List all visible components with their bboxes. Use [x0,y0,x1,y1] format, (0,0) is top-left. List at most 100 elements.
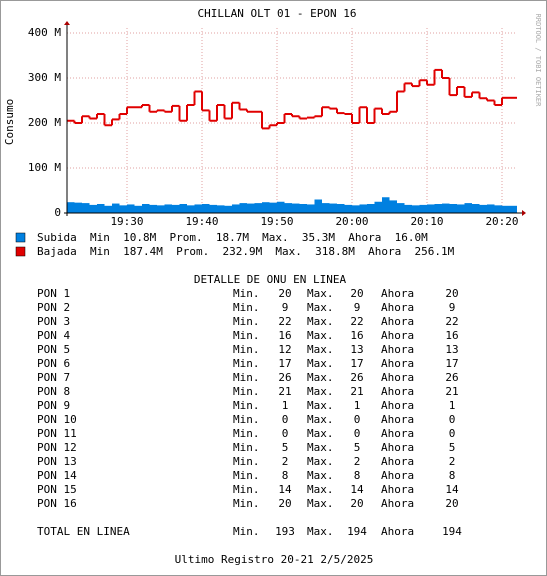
cell-value: 22 [278,315,291,328]
row-name: PON 1 [37,287,70,300]
column-label: Ahora [381,315,414,328]
area-bar [382,197,390,213]
area-bar [254,203,262,213]
cell-value: 0 [282,413,289,426]
area-bar [232,204,240,213]
legend-label: Subida [37,231,77,244]
column-label: Ahora [381,287,414,300]
y-tick-label: 300 M [28,71,61,84]
column-label: Min. [233,357,260,370]
column-label: Ahora [381,399,414,412]
column-label: Max. [307,385,334,398]
legend-label: Bajada [37,245,77,258]
area-bar [119,205,127,213]
area-bar [472,204,480,213]
x-tick-label: 20:10 [410,215,443,228]
row-name: PON 10 [37,413,77,426]
cell-value: 2 [354,455,361,468]
column-label: Max. [307,469,334,482]
area-bar [67,202,75,213]
area-bar [344,204,352,213]
column-label: Ahora [381,413,414,426]
legend-stats: Min 187.4M Prom. 232.9M Max. 318.8M Ahor… [90,245,455,258]
column-label: Min. [233,385,260,398]
x-tick-label: 19:50 [260,215,293,228]
area-bar [239,203,247,213]
column-label: Max. [307,371,334,384]
cell-value: 13 [445,343,458,356]
area-bar [179,204,187,213]
column-label: Min. [233,497,260,510]
column-label: Min. [233,301,260,314]
column-label: Max. [307,497,334,510]
area-bar [367,204,375,213]
cell-value: 16 [350,329,363,342]
cell-value: 5 [282,441,289,454]
x-tick-label: 20:20 [485,215,518,228]
cell-value: 9 [449,301,456,314]
cell-value: 1 [449,399,456,412]
cell-value: 12 [278,343,291,356]
column-label: Min. [233,469,260,482]
column-label: Min. [233,427,260,440]
area-bar [194,204,202,213]
y-tick-label: 200 M [28,116,61,129]
column-label: Ahora [381,301,414,314]
column-label: Max. [307,413,334,426]
cell-value: 16 [278,329,291,342]
area-bar [337,204,345,213]
column-label: Ahora [381,343,414,356]
column-label: Ahora [381,385,414,398]
area-bar [314,199,322,213]
area-bar [487,204,495,213]
area-bar [329,203,337,213]
area-bar [104,205,112,213]
column-label: Max. [307,357,334,370]
area-bar [442,203,450,213]
area-bar [247,203,255,213]
table-title: DETALLE DE ONU EN LINEA [194,273,347,286]
watermark: RRDTOOL / TOBI OETIKER [534,14,542,108]
cell-value: 9 [282,301,289,314]
area-bar [502,205,510,213]
cell-value: 14 [278,483,292,496]
area-bar [299,204,307,213]
cell-value: 17 [278,357,291,370]
cell-value: 17 [445,357,458,370]
column-label: Max. [307,287,334,300]
cell-value: 2 [449,455,456,468]
y-tick-label: 0 [54,206,61,219]
area-bar [412,205,420,213]
cell-value: 0 [354,413,361,426]
y-axis-label: Consumo [3,99,16,145]
area-bar [404,204,412,213]
column-label: Min. [233,441,260,454]
chart-title: CHILLAN OLT 01 - EPON 16 [198,7,357,20]
area-bar [374,201,382,213]
column-label: Ahora [381,469,414,482]
area-bar [359,204,367,213]
x-axis-arrow [522,210,526,216]
cell-value: 2 [282,455,289,468]
area-bar [74,202,82,213]
cell-value: 0 [449,413,456,426]
row-name: PON 4 [37,329,70,342]
row-name: PON 8 [37,385,70,398]
area-bar [149,204,157,213]
row-name: PON 7 [37,371,70,384]
column-label: Min. [233,483,260,496]
cell-value: 194 [347,525,367,538]
area-bar [224,205,232,213]
column-label: Max. [307,329,334,342]
cell-value: 20 [445,287,458,300]
row-name: PON 3 [37,315,70,328]
row-name: PON 12 [37,441,77,454]
cell-value: 9 [354,301,361,314]
column-label: Min. [233,315,260,328]
row-name: PON 2 [37,301,70,314]
cell-value: 0 [354,427,361,440]
cell-value: 17 [350,357,363,370]
column-label: Min. [233,287,260,300]
column-label: Min. [233,329,260,342]
